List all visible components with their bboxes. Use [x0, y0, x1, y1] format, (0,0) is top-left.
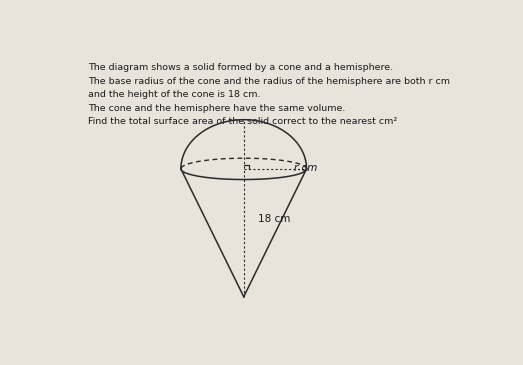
Text: r cm: r cm — [294, 163, 318, 173]
Text: 18 cm: 18 cm — [258, 215, 290, 224]
Text: The base radius of the cone and the radius of the hemisphere are both r cm: The base radius of the cone and the radi… — [88, 77, 450, 86]
Text: and the height of the cone is 18 cm.: and the height of the cone is 18 cm. — [88, 91, 260, 99]
Text: The cone and the hemisphere have the same volume.: The cone and the hemisphere have the sam… — [88, 104, 345, 113]
Text: Find the total surface area of the solid correct to the nearest cm²: Find the total surface area of the solid… — [88, 118, 397, 126]
Text: The diagram shows a solid formed by a cone and a hemisphere.: The diagram shows a solid formed by a co… — [88, 64, 393, 73]
